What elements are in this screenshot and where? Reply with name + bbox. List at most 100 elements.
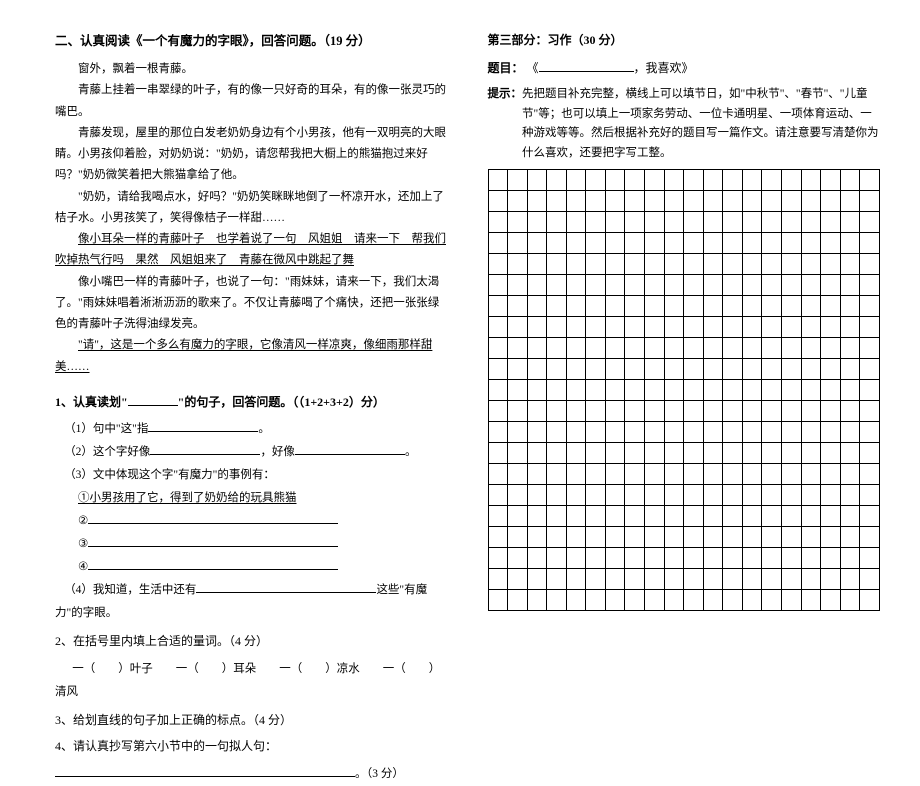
grid-cell[interactable] (781, 275, 801, 296)
grid-cell[interactable] (547, 317, 567, 338)
grid-cell[interactable] (547, 380, 567, 401)
grid-cell[interactable] (664, 233, 684, 254)
grid-cell[interactable] (547, 443, 567, 464)
grid-cell[interactable] (801, 485, 821, 506)
grid-cell[interactable] (586, 359, 606, 380)
grid-cell[interactable] (703, 170, 723, 191)
grid-cell[interactable] (625, 338, 645, 359)
grid-cell[interactable] (723, 233, 743, 254)
grid-cell[interactable] (860, 506, 880, 527)
grid-cell[interactable] (860, 569, 880, 590)
grid-cell[interactable] (840, 506, 860, 527)
topic-fill-blank[interactable] (539, 60, 634, 72)
q1-ex3-blank[interactable] (88, 536, 338, 548)
grid-cell[interactable] (547, 191, 567, 212)
grid-cell[interactable] (762, 506, 782, 527)
grid-cell[interactable] (508, 527, 528, 548)
grid-cell[interactable] (586, 254, 606, 275)
grid-cell[interactable] (586, 485, 606, 506)
q1-s2-blank2[interactable] (295, 444, 405, 456)
grid-cell[interactable] (605, 296, 625, 317)
grid-cell[interactable] (586, 401, 606, 422)
grid-cell[interactable] (742, 527, 762, 548)
grid-cell[interactable] (547, 170, 567, 191)
grid-cell[interactable] (605, 212, 625, 233)
grid-cell[interactable] (684, 422, 704, 443)
grid-cell[interactable] (762, 359, 782, 380)
grid-cell[interactable] (645, 317, 665, 338)
grid-cell[interactable] (508, 170, 528, 191)
grid-cell[interactable] (781, 548, 801, 569)
grid-cell[interactable] (684, 464, 704, 485)
grid-cell[interactable] (703, 590, 723, 611)
grid-cell[interactable] (586, 275, 606, 296)
grid-cell[interactable] (508, 506, 528, 527)
grid-cell[interactable] (781, 191, 801, 212)
grid-cell[interactable] (664, 527, 684, 548)
q1-s1-blank[interactable] (148, 421, 258, 433)
grid-cell[interactable] (821, 464, 841, 485)
grid-cell[interactable] (625, 191, 645, 212)
grid-cell[interactable] (586, 590, 606, 611)
q1-title-blank[interactable] (128, 394, 178, 406)
grid-cell[interactable] (488, 296, 508, 317)
grid-cell[interactable] (527, 233, 547, 254)
grid-cell[interactable] (801, 212, 821, 233)
grid-cell[interactable] (527, 590, 547, 611)
grid-cell[interactable] (586, 317, 606, 338)
grid-cell[interactable] (488, 422, 508, 443)
grid-cell[interactable] (821, 233, 841, 254)
grid-cell[interactable] (801, 338, 821, 359)
grid-cell[interactable] (586, 191, 606, 212)
grid-cell[interactable] (527, 170, 547, 191)
grid-cell[interactable] (762, 548, 782, 569)
grid-cell[interactable] (860, 422, 880, 443)
grid-cell[interactable] (645, 485, 665, 506)
grid-cell[interactable] (527, 254, 547, 275)
grid-cell[interactable] (840, 212, 860, 233)
grid-cell[interactable] (625, 233, 645, 254)
grid-cell[interactable] (625, 506, 645, 527)
grid-cell[interactable] (625, 590, 645, 611)
grid-cell[interactable] (566, 296, 586, 317)
grid-cell[interactable] (508, 359, 528, 380)
grid-cell[interactable] (488, 191, 508, 212)
grid-cell[interactable] (547, 527, 567, 548)
q1-ex2-blank[interactable] (88, 513, 338, 525)
grid-cell[interactable] (860, 317, 880, 338)
grid-cell[interactable] (508, 380, 528, 401)
grid-cell[interactable] (488, 401, 508, 422)
grid-cell[interactable] (605, 401, 625, 422)
grid-cell[interactable] (742, 485, 762, 506)
grid-cell[interactable] (488, 359, 508, 380)
grid-cell[interactable] (547, 422, 567, 443)
grid-cell[interactable] (527, 359, 547, 380)
grid-cell[interactable] (723, 443, 743, 464)
grid-cell[interactable] (488, 527, 508, 548)
grid-cell[interactable] (821, 506, 841, 527)
grid-cell[interactable] (527, 380, 547, 401)
grid-cell[interactable] (625, 380, 645, 401)
grid-cell[interactable] (605, 464, 625, 485)
grid-cell[interactable] (664, 506, 684, 527)
grid-cell[interactable] (801, 380, 821, 401)
grid-cell[interactable] (781, 590, 801, 611)
grid-cell[interactable] (840, 548, 860, 569)
grid-cell[interactable] (860, 254, 880, 275)
grid-cell[interactable] (625, 443, 645, 464)
grid-cell[interactable] (508, 485, 528, 506)
grid-cell[interactable] (586, 527, 606, 548)
grid-cell[interactable] (762, 338, 782, 359)
grid-cell[interactable] (801, 233, 821, 254)
grid-cell[interactable] (840, 359, 860, 380)
grid-cell[interactable] (508, 443, 528, 464)
grid-cell[interactable] (781, 401, 801, 422)
grid-cell[interactable] (508, 233, 528, 254)
grid-cell[interactable] (547, 569, 567, 590)
grid-cell[interactable] (508, 590, 528, 611)
grid-cell[interactable] (586, 548, 606, 569)
grid-cell[interactable] (566, 212, 586, 233)
grid-cell[interactable] (840, 464, 860, 485)
q4-answer-blank[interactable] (55, 765, 355, 777)
grid-cell[interactable] (840, 443, 860, 464)
